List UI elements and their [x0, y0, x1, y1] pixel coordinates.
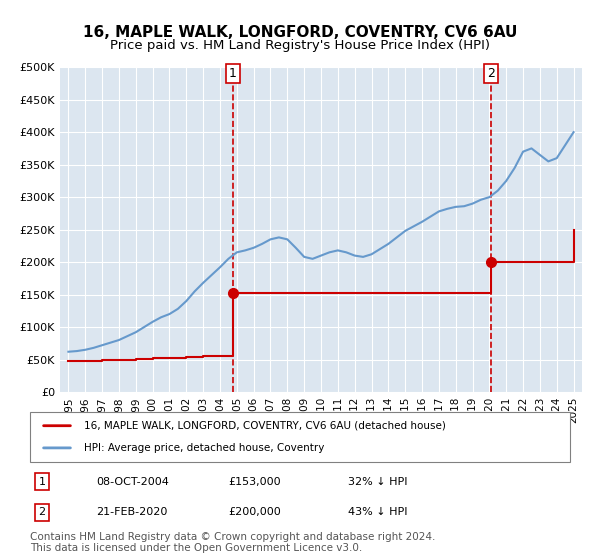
- Text: HPI: Average price, detached house, Coventry: HPI: Average price, detached house, Cove…: [84, 443, 325, 453]
- Text: 32% ↓ HPI: 32% ↓ HPI: [348, 477, 407, 487]
- Text: Contains HM Land Registry data © Crown copyright and database right 2024.
This d: Contains HM Land Registry data © Crown c…: [30, 531, 436, 553]
- Text: 2: 2: [38, 507, 46, 517]
- Text: Price paid vs. HM Land Registry's House Price Index (HPI): Price paid vs. HM Land Registry's House …: [110, 39, 490, 52]
- Text: 16, MAPLE WALK, LONGFORD, COVENTRY, CV6 6AU (detached house): 16, MAPLE WALK, LONGFORD, COVENTRY, CV6 …: [84, 421, 446, 431]
- Text: 1: 1: [229, 67, 236, 80]
- Text: £200,000: £200,000: [228, 507, 281, 517]
- Text: £153,000: £153,000: [228, 477, 281, 487]
- Text: 08-OCT-2004: 08-OCT-2004: [96, 477, 169, 487]
- Text: 21-FEB-2020: 21-FEB-2020: [96, 507, 167, 517]
- FancyBboxPatch shape: [30, 412, 570, 462]
- Text: 16, MAPLE WALK, LONGFORD, COVENTRY, CV6 6AU: 16, MAPLE WALK, LONGFORD, COVENTRY, CV6 …: [83, 25, 517, 40]
- Text: 1: 1: [38, 477, 46, 487]
- Text: 2: 2: [487, 67, 494, 80]
- Text: 43% ↓ HPI: 43% ↓ HPI: [348, 507, 407, 517]
